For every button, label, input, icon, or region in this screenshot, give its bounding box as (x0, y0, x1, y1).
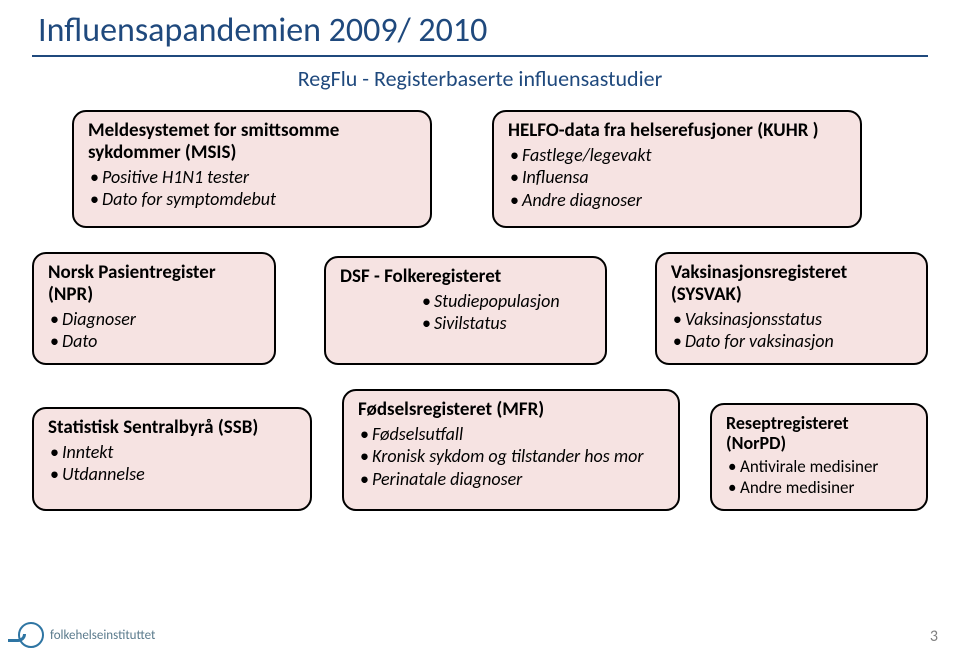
row-1: Meldesystemet for smittsomme sykdommer (… (32, 110, 928, 228)
card-item: Antivirale medisiner (726, 456, 912, 477)
card-item: Sivilstatus (420, 312, 591, 335)
card-item: Andre diagnoser (508, 189, 846, 212)
logo-text: folkehelseinstituttet (50, 628, 155, 643)
card-title: Norsk Pasientregister (NPR) (48, 262, 260, 306)
card-list: Diagnoser Dato (48, 308, 260, 353)
card-sysvak: Vaksinasjonsregisteret (SYSVAK) Vaksinas… (655, 252, 928, 365)
card-item: Andre medisiner (726, 477, 912, 498)
card-item: Diagnoser (48, 308, 260, 331)
row-2: Norsk Pasientregister (NPR) Diagnoser Da… (32, 252, 928, 365)
card-title: Reseptregisteret (NorPD) (726, 413, 912, 454)
card-item: Fastlege/legevakt (508, 144, 846, 167)
card-list: Studiepopulasjon Sivilstatus (420, 290, 591, 335)
card-list: Vaksinasjonsstatus Dato for vaksinasjon (671, 308, 912, 353)
card-npr: Norsk Pasientregister (NPR) Diagnoser Da… (32, 252, 276, 365)
card-title: Vaksinasjonsregisteret (SYSVAK) (671, 262, 912, 306)
card-mfr: Fødselsregisteret (MFR) Fødselsutfall Kr… (342, 389, 680, 511)
card-title: Fødselsregisteret (MFR) (358, 399, 664, 421)
card-item: Dato for symptomdebut (88, 188, 416, 211)
card-item: Vaksinasjonsstatus (671, 308, 912, 331)
card-helfo: HELFO-data fra helserefusjoner (KUHR ) F… (492, 110, 862, 228)
card-title: Statistisk Sentralbyrå (SSB) (48, 417, 296, 439)
page-number: 3 (930, 627, 938, 646)
card-title: HELFO-data fra helserefusjoner (KUHR ) (508, 120, 846, 142)
card-item: Perinatale diagnoser (358, 468, 664, 491)
card-list: Antivirale medisiner Andre medisiner (726, 456, 912, 499)
card-ssb: Statistisk Sentralbyrå (SSB) Inntekt Utd… (32, 407, 312, 511)
card-item: Dato (48, 330, 260, 353)
row-3: Statistisk Sentralbyrå (SSB) Inntekt Utd… (32, 389, 928, 511)
card-item: Utdannelse (48, 463, 296, 486)
card-list: Inntekt Utdannelse (48, 441, 296, 486)
card-item: Kronisk sykdom og tilstander hos mor (358, 445, 664, 468)
card-item: Positive H1N1 tester (88, 166, 416, 189)
card-list: Fastlege/legevakt Influensa Andre diagno… (508, 144, 846, 212)
subtitle: RegFlu - Registerbaserte influensastudie… (32, 65, 928, 92)
card-title: Meldesystemet for smittsomme sykdommer (… (88, 120, 416, 164)
footer-logo: folkehelseinstituttet (18, 622, 155, 648)
card-list: Fødselsutfall Kronisk sykdom og tilstand… (358, 423, 664, 491)
card-item: Studiepopulasjon (420, 290, 591, 313)
card-item: Dato for vaksinasjon (671, 330, 912, 353)
card-item: Inntekt (48, 441, 296, 464)
title-rule (32, 55, 928, 57)
card-msis: Meldesystemet for smittsomme sykdommer (… (72, 110, 432, 228)
page-title: Influensapandemien 2009/ 2010 (32, 10, 928, 51)
card-item: Fødselsutfall (358, 423, 664, 446)
logo-icon (18, 622, 44, 648)
card-title: DSF - Folkeregisteret (340, 266, 591, 288)
card-dsf: DSF - Folkeregisteret Studiepopulasjon S… (324, 256, 607, 365)
card-list: Positive H1N1 tester Dato for symptomdeb… (88, 166, 416, 211)
card-norpd: Reseptregisteret (NorPD) Antivirale medi… (710, 403, 928, 511)
card-item: Influensa (508, 166, 846, 189)
